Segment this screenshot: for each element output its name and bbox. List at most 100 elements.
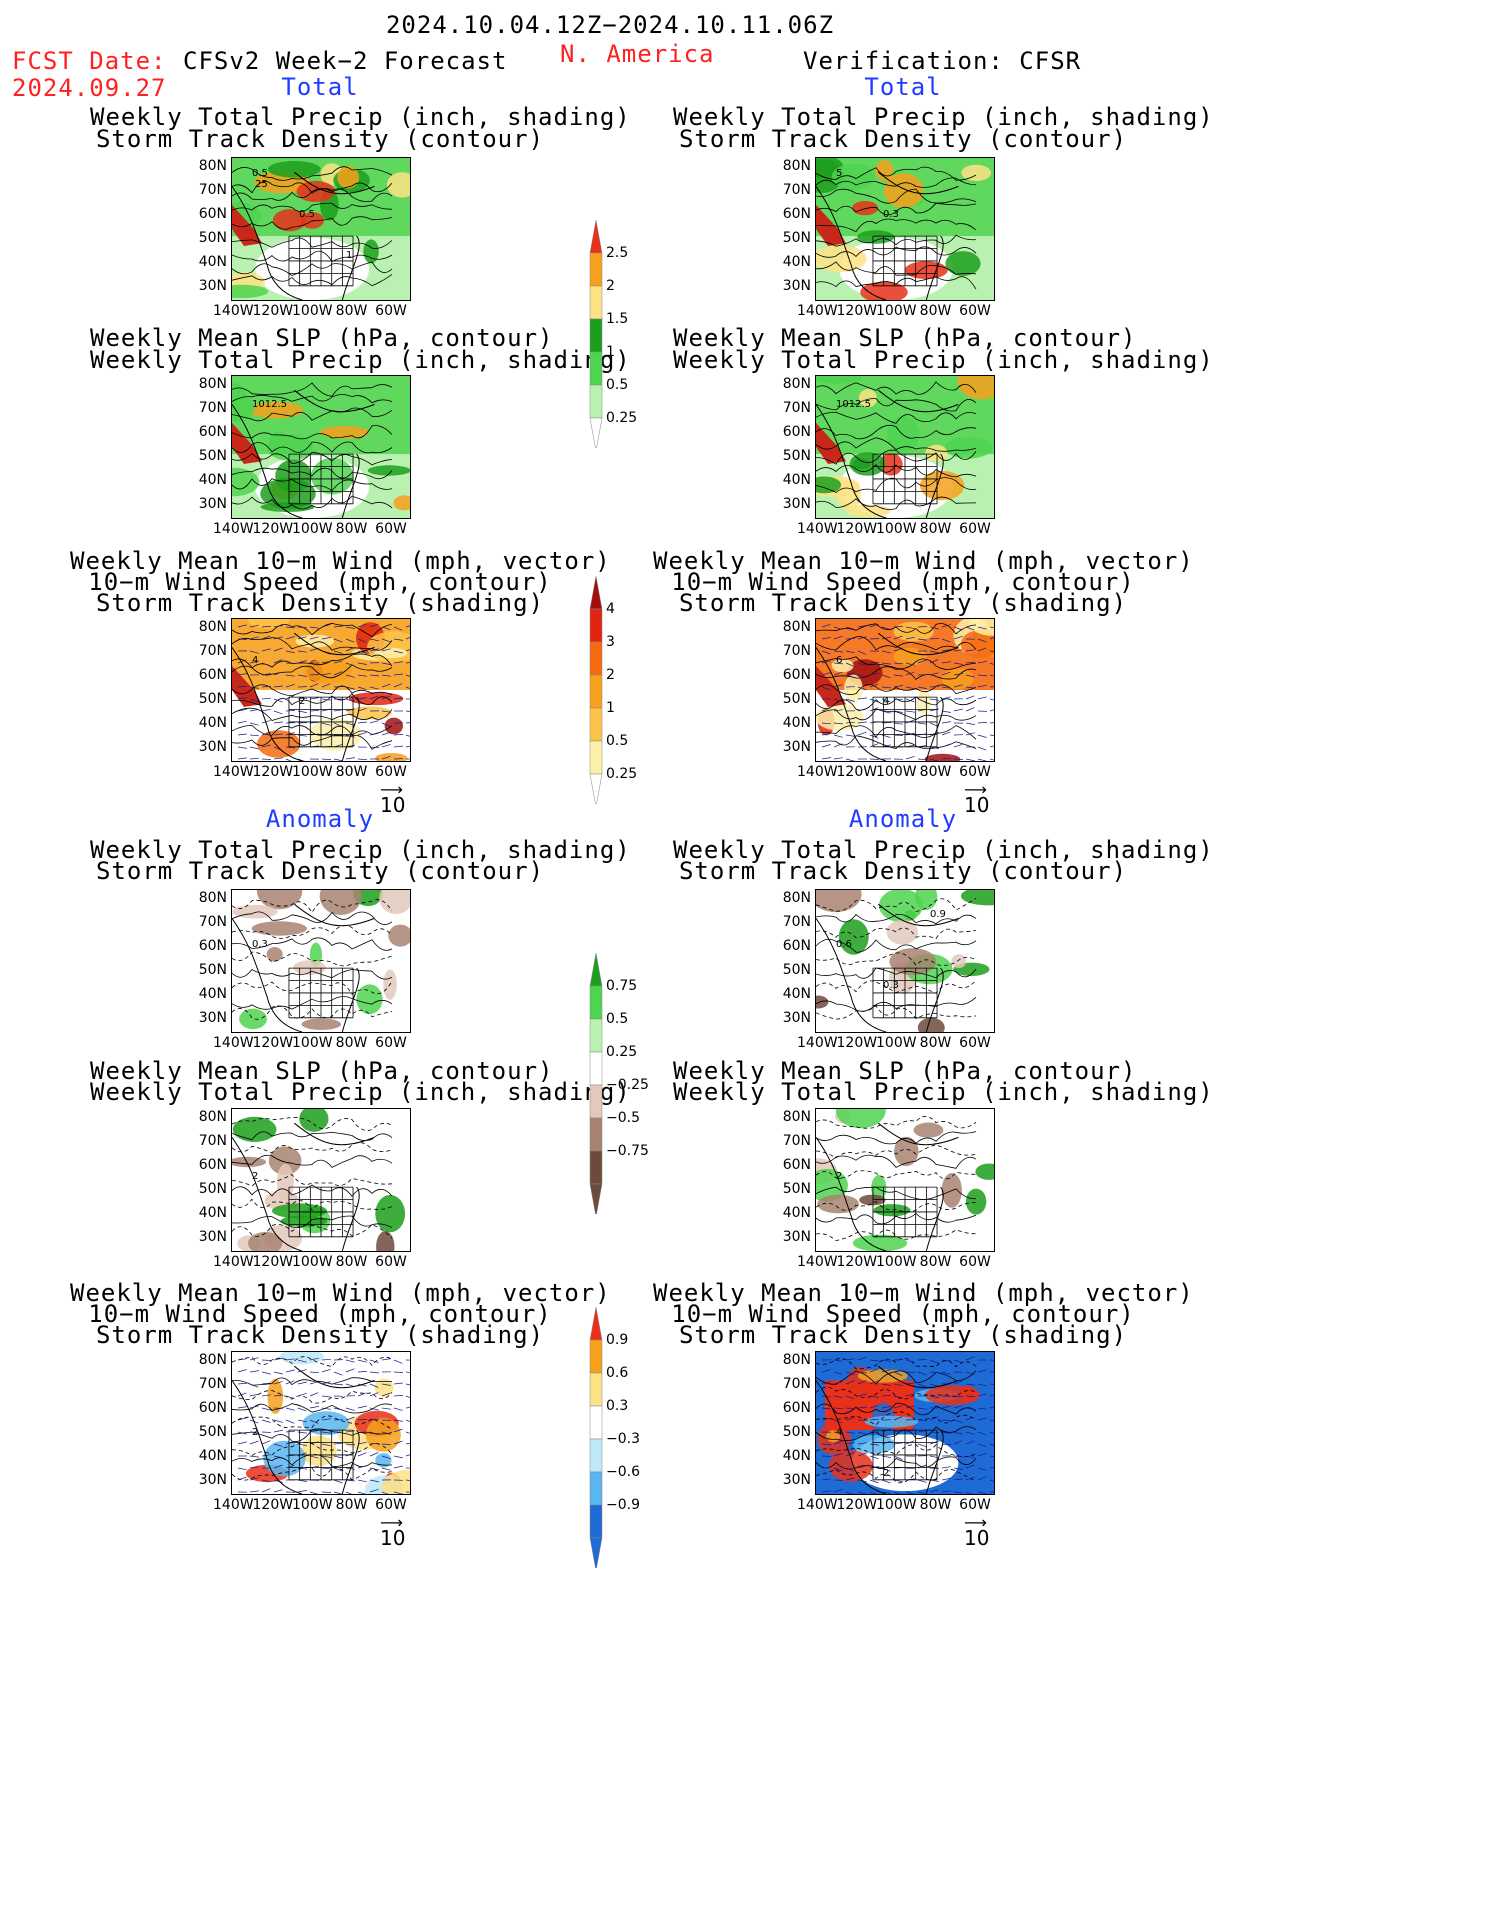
- title-v6-line3: Storm Track Density (shading): [678, 1321, 1128, 1349]
- lon-label: 120W: [836, 1497, 878, 1513]
- colorbar-label: −0.75: [606, 1143, 649, 1159]
- contour-label: 4: [836, 1427, 842, 1438]
- lat-label: 60N: [782, 938, 811, 954]
- map-plot: 42: [232, 619, 410, 761]
- lon-label: 120W: [252, 1254, 294, 1270]
- lat-label: 50N: [198, 691, 227, 707]
- lon-label: 80W: [919, 521, 952, 537]
- lat-label: 40N: [782, 472, 811, 488]
- lon-label: 140W: [797, 303, 838, 319]
- lat-label: 80N: [782, 158, 811, 174]
- vector-ref-arrow-icon: ⟶: [380, 780, 403, 799]
- map-plot: 0.6 0.3 0.9: [816, 890, 994, 1032]
- vector-ref-v-total: ⟶ 10: [964, 780, 990, 817]
- lon-label: 140W: [213, 521, 254, 537]
- lon-label: 140W: [797, 521, 838, 537]
- colorbar-segment: [589, 1339, 603, 1374]
- colorbar-segment: [589, 952, 603, 987]
- title-f6-line3: Storm Track Density (shading): [95, 1321, 545, 1349]
- lon-label: 140W: [797, 1254, 838, 1270]
- colorbar-label: 1.5: [606, 311, 629, 327]
- lat-label: 50N: [782, 230, 811, 246]
- lon-label: 60W: [375, 1035, 407, 1051]
- contour-label: 0.3: [883, 209, 899, 220]
- lon-label: 100W: [292, 1035, 333, 1051]
- lon-label: 100W: [292, 1254, 333, 1270]
- lat-label: 60N: [782, 206, 811, 222]
- contour-label: 0.6: [836, 939, 852, 950]
- lat-label: 40N: [782, 1448, 811, 1464]
- lat-label: 60N: [198, 424, 227, 440]
- lon-label: 120W: [252, 1497, 294, 1513]
- verification-title: Verification: CFSR: [803, 47, 1082, 75]
- colorbar-label: 2: [606, 278, 615, 294]
- lon-label: 100W: [292, 1497, 333, 1513]
- colorbar-label: −0.6: [606, 1464, 640, 1480]
- lat-label: 40N: [782, 986, 811, 1002]
- colorbar-label: 1: [606, 700, 615, 716]
- title-v1-line2: Storm Track Density (contour): [678, 125, 1128, 153]
- lon-label: 140W: [213, 1254, 254, 1270]
- map-panel-f-anom-wind: 2: [231, 1351, 411, 1495]
- contour-label: 6: [836, 655, 842, 666]
- lon-label: 80W: [919, 764, 952, 780]
- lon-label: 60W: [375, 1254, 407, 1270]
- colorbar-label: 1: [606, 344, 615, 360]
- lon-label: 80W: [919, 303, 952, 319]
- lon-label: 100W: [292, 521, 333, 537]
- colorbar-segment: [589, 608, 603, 643]
- lat-label: 60N: [198, 206, 227, 222]
- lat-label: 70N: [782, 182, 811, 198]
- colorbar-segment: [589, 417, 603, 452]
- colorbar-segment: [589, 285, 603, 320]
- title-v3-line2: 10−m Wind Speed (mph, contour): [671, 568, 1135, 596]
- colorbar-label: 0.25: [606, 766, 638, 782]
- colorbar-segment: [589, 1051, 603, 1086]
- lat-label: 80N: [198, 619, 227, 635]
- region-title: N. America: [560, 40, 715, 68]
- lon-label: 140W: [213, 1497, 254, 1513]
- title-f3-line2: 10−m Wind Speed (mph, contour): [88, 568, 552, 596]
- lon-label: 120W: [252, 303, 294, 319]
- lat-label: 80N: [782, 1352, 811, 1368]
- lon-label: 60W: [375, 1497, 407, 1513]
- map-panel-f-total-precip: 0.5 0.5 1 25: [231, 157, 411, 301]
- colorbar-label: −0.3: [606, 1431, 640, 1447]
- vector-ref-arrow-icon: ⟶: [380, 1513, 403, 1532]
- lon-label: 120W: [252, 1035, 294, 1051]
- lat-label: 70N: [198, 914, 227, 930]
- lon-label: 140W: [213, 764, 254, 780]
- colorbar-label: 0.25: [606, 1044, 638, 1060]
- map-panel-f-anom-precip: 0.3: [231, 889, 411, 1033]
- lat-label: 40N: [782, 254, 811, 270]
- colorbar-segment: [589, 1504, 603, 1539]
- lat-label: 60N: [198, 667, 227, 683]
- lon-label: 80W: [919, 1254, 952, 1270]
- vector-ref-f-anom: ⟶ 10: [380, 1513, 406, 1550]
- title-v2-line1: Weekly Mean SLP (hPa, contour): [673, 324, 1137, 352]
- colorbar-label: −0.25: [606, 1077, 649, 1093]
- map-panel-v-anom-precip: 0.6 0.3 0.9: [815, 889, 995, 1033]
- contour-label: 0.5: [252, 168, 268, 179]
- lon-label: 120W: [252, 521, 294, 537]
- lat-label: 60N: [782, 1400, 811, 1416]
- section-total-forecast: Total: [281, 73, 359, 101]
- map-panel-v-total-precip: 5 0.3: [815, 157, 995, 301]
- lat-label: 40N: [198, 715, 227, 731]
- colorbar-segment: [589, 1018, 603, 1053]
- contour-label: 0.3: [252, 939, 268, 950]
- colorbar-graphic: [589, 1306, 603, 1572]
- lat-label: 60N: [782, 667, 811, 683]
- lat-label: 30N: [198, 1472, 227, 1488]
- colorbar-storm-anomaly: 0.9 0.6 0.3 −0.3 −0.6 −0.9: [588, 1306, 640, 1572]
- contour-label: 4: [883, 696, 889, 707]
- map-plot: 2: [232, 1352, 410, 1494]
- title-f2-line2: Weekly Total Precip (inch, shading): [90, 346, 631, 374]
- colorbar-segment: [589, 384, 603, 419]
- map-plot: 50.3: [816, 158, 994, 300]
- colorbar-segment: [589, 707, 603, 742]
- section-anomaly-verification: Anomaly: [848, 805, 958, 833]
- title-f5-line2: Weekly Total Precip (inch, shading): [90, 1078, 631, 1106]
- map-plot: 2: [232, 1109, 410, 1251]
